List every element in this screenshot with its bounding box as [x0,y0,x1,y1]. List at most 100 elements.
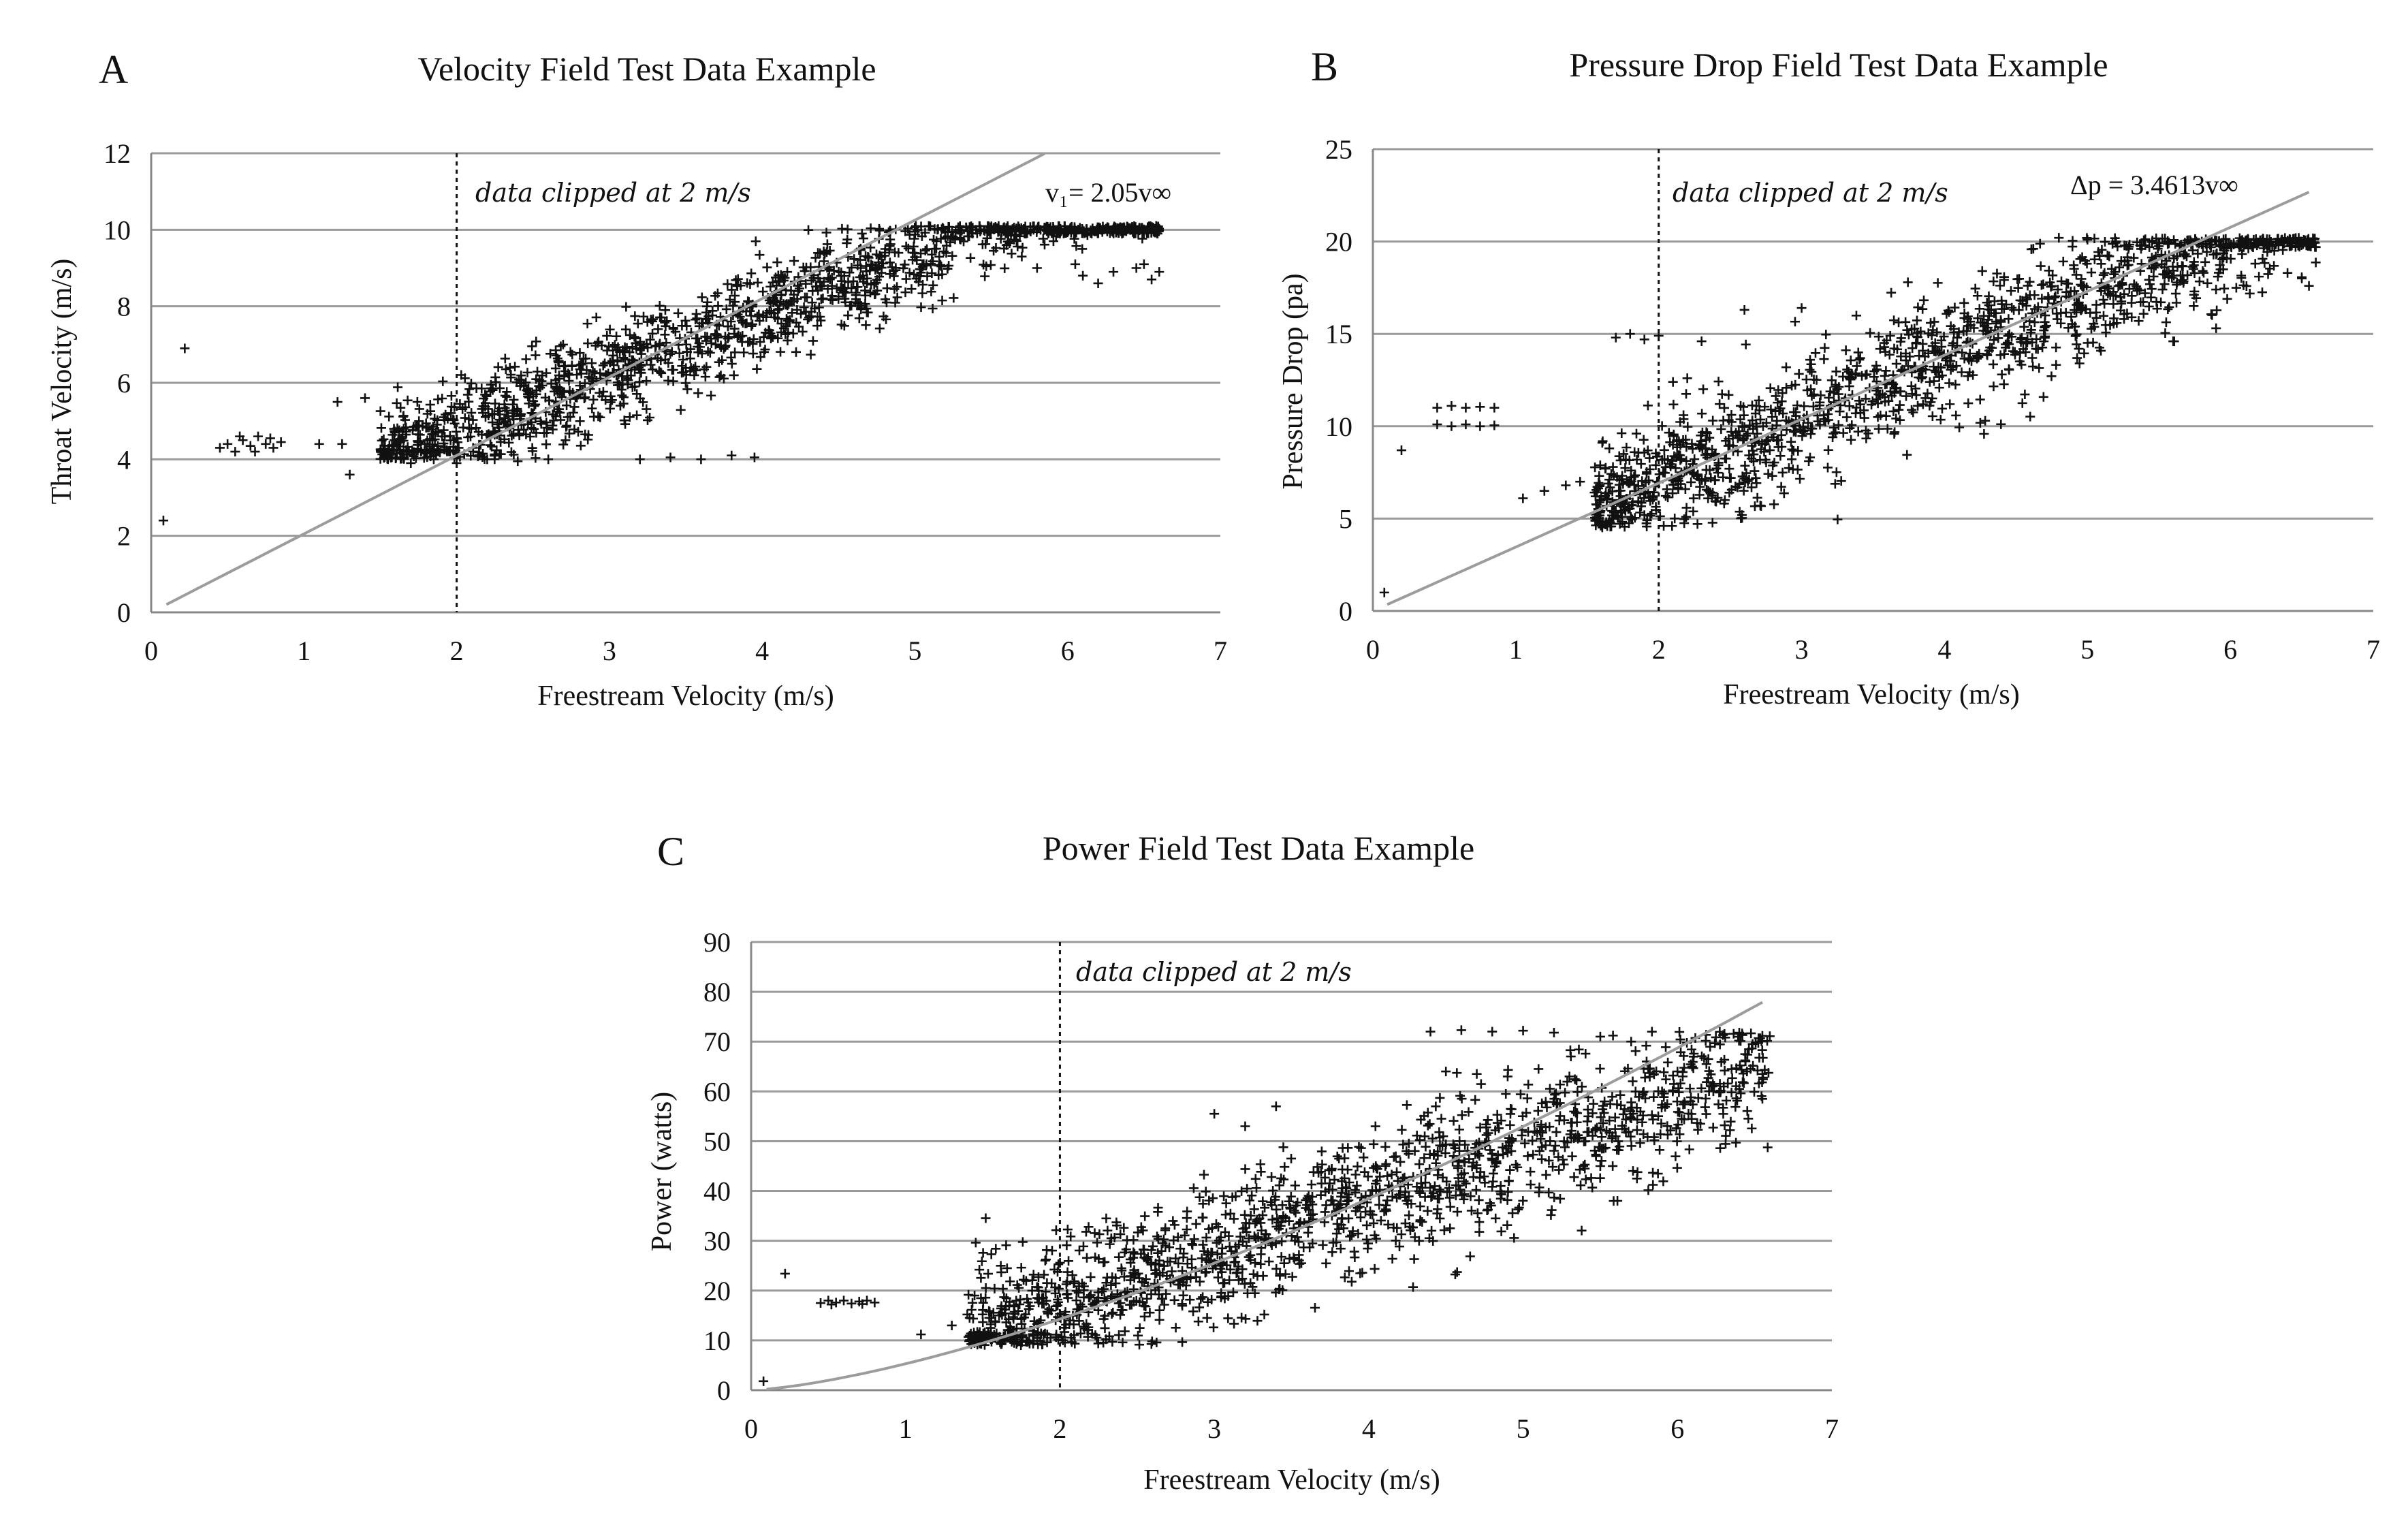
data-point-a [721,304,731,314]
data-point-a [764,295,774,305]
data-point-c [1710,1038,1720,1048]
data-point-b [2017,398,2027,408]
data-point-a [670,327,680,337]
data-point-c [1346,1276,1357,1287]
data-point-c [1455,1136,1465,1146]
data-point-c [1718,1109,1728,1119]
data-point-a [1131,263,1141,273]
data-point-a [660,354,670,364]
data-point-a [718,344,729,354]
data-point-b [1873,332,1884,342]
data-point-a [648,316,658,326]
data-point-a [654,300,665,311]
data-point-a [564,428,574,439]
data-point-a [662,316,672,326]
data-point-c [1100,1323,1110,1333]
data-point-b [1765,383,1775,393]
data-point-b [1696,441,1707,451]
data-point-a [377,435,387,445]
data-point-b [1617,428,1627,439]
data-point-b [1950,302,1960,313]
data-point-c [1474,1227,1485,1237]
data-point-c [1574,1165,1585,1175]
data-point-c [1544,1084,1555,1094]
data-point-a [849,254,859,264]
data-point-a [620,354,631,364]
data-point-c [1226,1246,1237,1256]
data-point-a [379,434,389,444]
data-point-c [1608,1031,1618,1041]
data-point-c [1235,1231,1246,1242]
data-point-b [1881,366,1891,376]
data-point-c [1559,1159,1569,1169]
data-point-c [1715,1143,1725,1153]
data-point-c [1042,1278,1052,1288]
data-point-c [1414,1159,1425,1169]
data-point-c [1573,1130,1583,1140]
data-point-c [1492,1110,1502,1120]
data-point-c [1054,1284,1064,1294]
data-point-a [394,425,405,435]
data-point-b [2104,251,2114,262]
data-point-b [1927,330,1937,341]
data-point-c [1062,1240,1072,1251]
data-point-c [1237,1264,1248,1274]
data-point-b [1653,330,1664,341]
data-point-a [917,262,928,272]
data-point-c [1193,1317,1203,1327]
data-point-a [635,394,645,404]
data-point-b [1630,470,1640,480]
data-point-c [1098,1284,1109,1294]
data-point-c [1715,1039,1725,1050]
data-point-b [1616,501,1626,511]
data-point-c [1216,1232,1226,1242]
data-point-b [2061,278,2072,288]
data-point-b [2206,309,2217,319]
data-point-b [1461,420,1471,430]
data-point-a [863,307,873,317]
data-point-c [1559,1142,1570,1152]
data-point-c [1237,1186,1247,1196]
data-point-c [1312,1162,1322,1172]
data-point-a [726,317,736,327]
data-point-c [998,1284,1008,1294]
data-point-a [713,332,723,343]
data-point-c [1463,1107,1474,1117]
data-point-c [1534,1064,1544,1074]
data-point-c [1016,1263,1026,1273]
data-point-c [1521,1108,1532,1118]
data-point-c [1485,1145,1495,1155]
x-axis-label-c: Freestream Velocity (m/s) [1143,1464,1440,1496]
data-point-b [1755,455,1765,465]
data-point-b [2004,364,2014,375]
data-point-c [1231,1191,1241,1202]
data-point-b [2080,304,2091,314]
data-point-a [955,228,965,238]
data-point-a [702,297,712,307]
data-point-b [2138,309,2149,319]
data-point-c [1747,1123,1757,1133]
data-point-c [1336,1191,1346,1202]
data-point-c [1259,1309,1269,1319]
data-point-a [723,279,733,289]
data-point-c [1540,1140,1551,1150]
data-point-a [787,308,797,318]
data-point-b [1739,410,1749,420]
data-point-b [2198,268,2208,278]
data-point-b [1980,415,1991,426]
data-point-c [1135,1323,1145,1333]
data-point-a [464,396,474,407]
data-point-b [1873,412,1883,422]
data-point-a [732,280,742,290]
data-point-b [2250,259,2260,269]
data-point-a [621,324,631,334]
data-point-a [949,293,959,303]
data-point-c [1325,1178,1335,1189]
data-point-b [2027,353,2038,363]
data-point-c [1514,1202,1524,1212]
data-point-c [1037,1339,1047,1349]
data-point-c [1028,1331,1038,1341]
data-point-c [1448,1116,1459,1126]
data-point-c [1252,1316,1263,1326]
data-point-c [1679,1114,1690,1125]
